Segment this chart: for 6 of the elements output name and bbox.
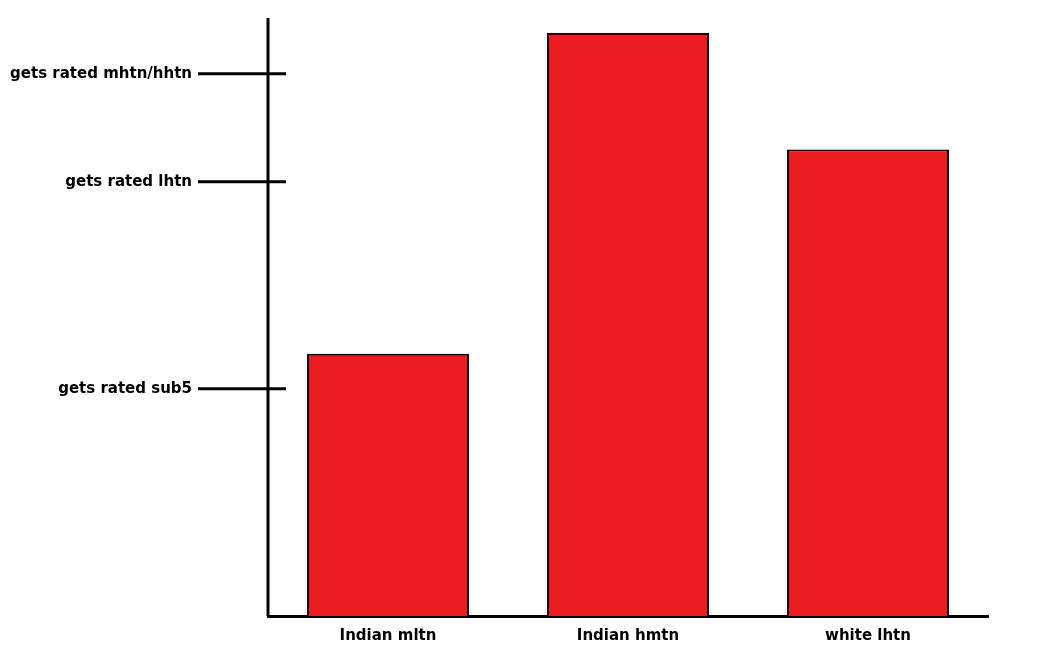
text: gets rated mhtn/hhtn	[10, 63, 192, 82]
text: gets rated lhtn	[65, 171, 192, 190]
x-tick-label: white lhtn	[825, 625, 911, 644]
x-tick-label: Indian hmtn	[576, 625, 680, 644]
x-tick-label: Indian mltn	[339, 625, 437, 644]
text: gets rated sub5	[58, 378, 192, 397]
